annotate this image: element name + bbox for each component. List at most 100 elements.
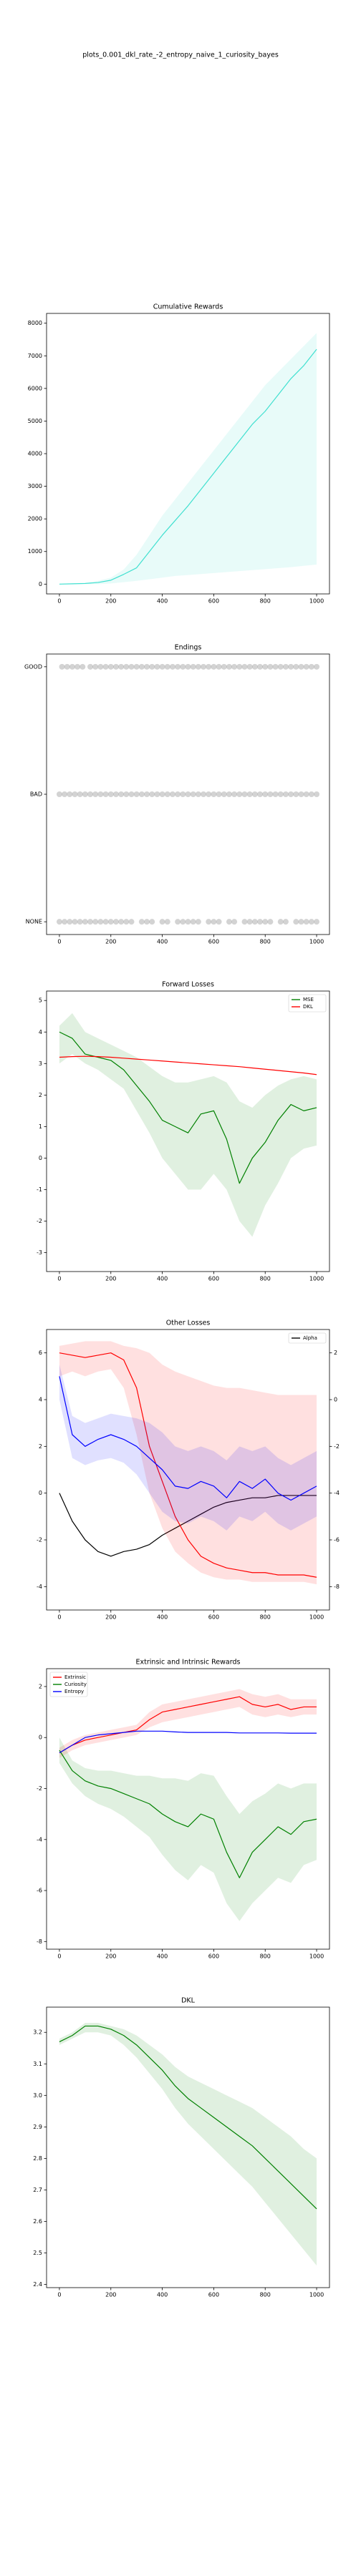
point bbox=[128, 919, 135, 925]
x-tick-label: 600 bbox=[208, 939, 219, 945]
point bbox=[231, 663, 238, 670]
point bbox=[175, 791, 181, 797]
x-tick-label: 200 bbox=[105, 939, 116, 945]
point bbox=[241, 663, 248, 670]
point bbox=[80, 663, 86, 670]
x-tick-label: 1000 bbox=[309, 1276, 324, 1282]
point bbox=[246, 919, 253, 925]
point bbox=[288, 663, 294, 670]
x-tick-label: 400 bbox=[157, 939, 168, 945]
point bbox=[112, 791, 119, 797]
point bbox=[62, 791, 68, 797]
point bbox=[246, 791, 253, 797]
point bbox=[216, 663, 222, 670]
y2-tick-label: -8 bbox=[334, 1584, 340, 1590]
y-tick-label: -8 bbox=[37, 1938, 42, 1945]
y-tick-label: 2.4 bbox=[33, 2281, 42, 2288]
point bbox=[67, 791, 73, 797]
plot-frame bbox=[46, 1668, 330, 1950]
point bbox=[277, 919, 284, 925]
point bbox=[236, 791, 243, 797]
point bbox=[102, 791, 109, 797]
point bbox=[92, 791, 99, 797]
point bbox=[272, 663, 279, 670]
point bbox=[123, 919, 130, 925]
point bbox=[97, 791, 104, 797]
line bbox=[59, 1730, 317, 1754]
line bbox=[59, 348, 317, 585]
point bbox=[102, 663, 109, 670]
x-tick-label: 1000 bbox=[309, 1614, 324, 1621]
x-tick-label: 200 bbox=[105, 1614, 116, 1621]
x-tick-label: 800 bbox=[260, 598, 271, 605]
point bbox=[211, 663, 217, 670]
x-tick-label: 0 bbox=[57, 1953, 61, 1960]
x-tick-label: 1000 bbox=[309, 598, 324, 605]
y-tick-label: 4 bbox=[39, 1029, 42, 1035]
point bbox=[97, 919, 104, 925]
x-tick-label: 600 bbox=[208, 598, 219, 605]
point bbox=[123, 663, 130, 670]
point bbox=[107, 663, 114, 670]
y-tick-label: 7000 bbox=[28, 353, 42, 359]
x-tick-label: 200 bbox=[105, 1276, 116, 1282]
point bbox=[257, 919, 264, 925]
point bbox=[82, 791, 88, 797]
point bbox=[257, 663, 264, 670]
legend-label: Alpha bbox=[303, 1335, 317, 1341]
point bbox=[221, 663, 227, 670]
point bbox=[133, 663, 140, 670]
point bbox=[267, 919, 274, 925]
point bbox=[257, 791, 264, 797]
y-tick-label: -6 bbox=[37, 1888, 42, 1894]
point bbox=[190, 791, 196, 797]
point bbox=[133, 791, 140, 797]
point bbox=[251, 791, 258, 797]
point bbox=[251, 663, 258, 670]
y-tick-label: 4 bbox=[39, 1397, 42, 1403]
band bbox=[59, 1689, 317, 1758]
x-tick-label: 600 bbox=[208, 1614, 219, 1621]
point bbox=[226, 663, 232, 670]
legend-box bbox=[288, 1332, 327, 1344]
y-tick-label: NONE bbox=[26, 919, 42, 925]
point bbox=[298, 919, 304, 925]
y-tick-label: -1 bbox=[37, 1186, 42, 1193]
point bbox=[221, 791, 227, 797]
point bbox=[159, 663, 165, 670]
plot-frame bbox=[46, 653, 330, 935]
line bbox=[59, 1493, 317, 1557]
point bbox=[303, 663, 309, 670]
legend-label: Entropy bbox=[64, 1689, 84, 1694]
point bbox=[77, 919, 83, 925]
point bbox=[241, 791, 248, 797]
point bbox=[293, 919, 299, 925]
y-tick-label: 1 bbox=[39, 1123, 42, 1130]
y-tick-label: 1000 bbox=[28, 548, 42, 555]
point bbox=[282, 919, 289, 925]
point bbox=[216, 919, 222, 925]
line bbox=[59, 1696, 317, 1754]
x-tick-label: 600 bbox=[208, 2292, 219, 2298]
point bbox=[112, 663, 119, 670]
point bbox=[87, 663, 94, 670]
point bbox=[241, 919, 248, 925]
point bbox=[74, 663, 81, 670]
point bbox=[128, 663, 135, 670]
point bbox=[169, 791, 175, 797]
legend-label: DKL bbox=[303, 1004, 313, 1010]
x-tick-label: 200 bbox=[105, 1953, 116, 1960]
point bbox=[92, 663, 99, 670]
x-tick-label: 0 bbox=[57, 939, 61, 945]
point bbox=[308, 791, 314, 797]
chart-title: Cumulative Rewards bbox=[153, 303, 223, 311]
point bbox=[112, 919, 119, 925]
y-tick-label: 0 bbox=[39, 581, 42, 587]
point bbox=[67, 919, 73, 925]
legend-box bbox=[49, 1672, 88, 1697]
point bbox=[314, 791, 320, 797]
point bbox=[69, 663, 75, 670]
point bbox=[77, 791, 83, 797]
point bbox=[128, 791, 135, 797]
